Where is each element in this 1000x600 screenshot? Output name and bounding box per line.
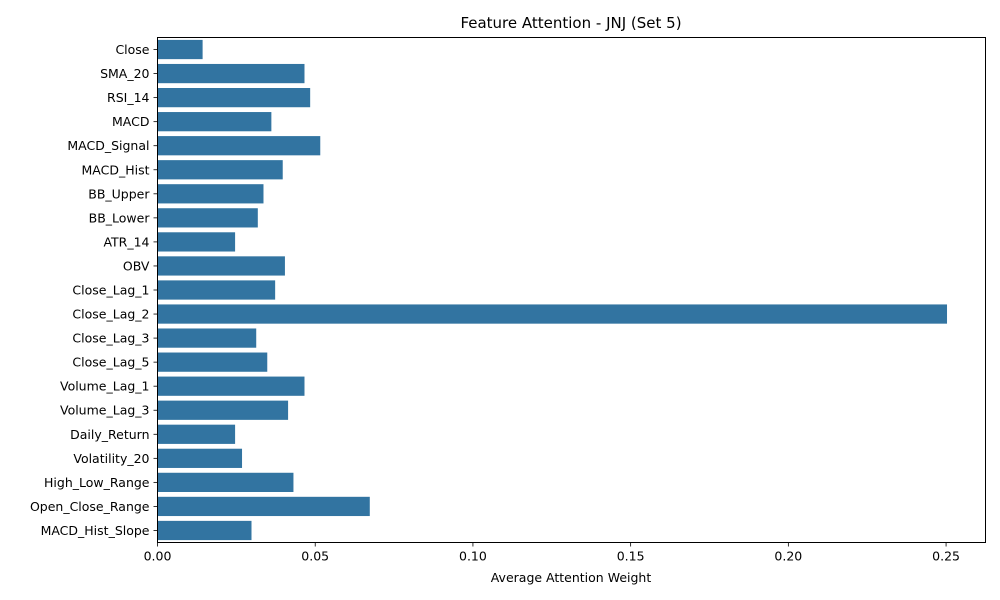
- y-tick-label: OBV: [123, 258, 150, 273]
- bar: [157, 208, 258, 228]
- bar: [157, 63, 305, 84]
- bar: [157, 88, 311, 108]
- bar: [157, 256, 285, 276]
- y-tick-label: Volume_Lag_1: [60, 379, 150, 394]
- bar: [157, 39, 203, 60]
- bar: [157, 496, 370, 517]
- y-tick-label: MACD: [112, 114, 149, 129]
- y-tick-label: RSI_14: [107, 90, 150, 105]
- y-tick-label: ATR_14: [103, 234, 149, 249]
- y-tick-label: SMA_20: [100, 66, 149, 81]
- chart-title: Feature Attention - JNJ (Set 5): [460, 14, 681, 32]
- bar: [157, 520, 252, 541]
- bar: [157, 400, 289, 420]
- bar: [157, 352, 268, 372]
- bars-group: [157, 39, 948, 541]
- x-axis-title: Average Attention Weight: [491, 570, 652, 585]
- y-tick-label: High_Low_Range: [44, 475, 150, 490]
- x-axis-ticks: 0.00 0.05 0.10 0.15 0.20 0.25: [144, 542, 960, 564]
- y-tick-label: BB_Lower: [89, 210, 151, 225]
- bar: [157, 328, 257, 348]
- y-tick-label: Close_Lag_1: [72, 283, 149, 298]
- y-tick-label: Volume_Lag_3: [60, 403, 150, 418]
- bar: [157, 448, 243, 468]
- x-tick-label: 0.10: [459, 549, 487, 564]
- bar: [157, 472, 294, 492]
- x-tick-label: 0.15: [617, 549, 645, 564]
- bar: [157, 112, 272, 132]
- y-tick-label: MACD_Hist_Slope: [41, 523, 150, 538]
- bar: [157, 424, 236, 444]
- y-tick-label: Open_Close_Range: [30, 499, 150, 514]
- y-tick-label: MACD_Signal: [67, 138, 149, 153]
- y-tick-label: Volatility_20: [73, 451, 149, 466]
- y-tick-label: Close_Lag_5: [72, 355, 149, 370]
- y-tick-label: Daily_Return: [70, 427, 149, 442]
- bar: [157, 184, 264, 204]
- x-tick-label: 0.00: [144, 549, 172, 564]
- y-tick-label: Close_Lag_3: [72, 331, 149, 346]
- y-tick-label: BB_Upper: [88, 186, 150, 201]
- y-axis-ticks: Close SMA_20 RSI_14 MACD MACD_Signal MACD_His…: [30, 42, 158, 538]
- bar: [157, 136, 321, 156]
- y-tick-label: Close: [115, 42, 149, 57]
- y-tick-label: Close_Lag_2: [72, 307, 149, 322]
- bar: [157, 304, 948, 324]
- bar: [157, 160, 283, 180]
- bar: [157, 280, 276, 300]
- plot-frame: [157, 37, 986, 543]
- y-tick-label: MACD_Hist: [81, 162, 149, 177]
- x-tick-label: 0.20: [774, 549, 802, 564]
- bar: [157, 232, 236, 252]
- x-tick-label: 0.25: [932, 549, 960, 564]
- x-tick-label: 0.05: [301, 549, 329, 564]
- bar: [157, 376, 305, 396]
